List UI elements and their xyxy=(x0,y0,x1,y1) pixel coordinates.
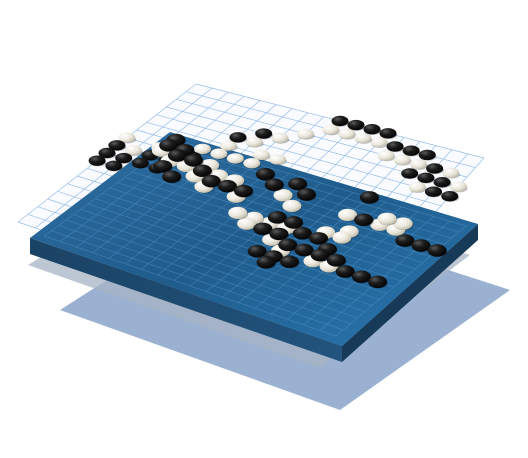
black-stone xyxy=(162,170,182,183)
black-stone xyxy=(167,149,187,162)
black-stone xyxy=(309,232,329,245)
black-stone xyxy=(310,248,330,262)
black-stone xyxy=(368,275,388,289)
white-stone xyxy=(442,167,460,178)
white-stone xyxy=(252,149,270,160)
white-stone xyxy=(226,153,244,164)
black-stone xyxy=(354,213,374,226)
black-stone xyxy=(264,178,284,191)
black-stone xyxy=(359,191,379,204)
white-stone xyxy=(269,154,287,165)
black-stone xyxy=(201,174,221,188)
black-stone xyxy=(331,115,349,127)
white-stone xyxy=(393,154,411,166)
black-stone xyxy=(159,139,179,152)
black-stone xyxy=(278,238,298,252)
black-stone xyxy=(292,227,312,240)
board-grid-line xyxy=(303,216,435,326)
black-stone xyxy=(347,119,365,131)
board-grid-line xyxy=(168,144,459,233)
stones-layer xyxy=(88,115,468,289)
white-stone xyxy=(354,132,372,144)
black-stone xyxy=(255,128,273,139)
white-stone xyxy=(124,145,142,156)
black-stone xyxy=(279,255,299,268)
black-stone xyxy=(233,184,253,198)
black-stone xyxy=(229,132,247,143)
main-board xyxy=(30,132,478,362)
black-stone xyxy=(192,164,212,177)
black-stone xyxy=(424,186,442,197)
black-stone xyxy=(153,160,173,173)
black-stone xyxy=(426,163,444,174)
white-stone xyxy=(449,181,467,192)
white-stone xyxy=(219,140,237,151)
black-stone xyxy=(386,141,404,152)
white-stone xyxy=(273,189,293,202)
black-stone xyxy=(351,270,371,283)
board-top-face xyxy=(30,132,478,346)
board-grid xyxy=(43,139,467,337)
black-stone xyxy=(288,177,308,191)
white-stone xyxy=(296,128,314,140)
white-stone xyxy=(338,208,358,222)
black-stone xyxy=(98,147,116,159)
white-stone xyxy=(332,231,352,244)
white-stone xyxy=(210,148,228,159)
white-stone xyxy=(118,132,136,143)
black-stone xyxy=(217,179,237,193)
board-front-face xyxy=(30,238,342,362)
black-stone xyxy=(294,243,314,257)
white-stone xyxy=(237,217,257,230)
white-stone xyxy=(271,132,289,144)
black-stone xyxy=(433,177,451,188)
white-stone xyxy=(193,143,211,155)
white-stone xyxy=(338,128,356,140)
white-stone xyxy=(377,212,397,225)
white-stone xyxy=(243,157,261,169)
white-stone xyxy=(282,199,302,213)
white-stone xyxy=(245,136,263,148)
black-stone xyxy=(256,256,276,269)
board-right-face xyxy=(342,224,478,362)
white-stone xyxy=(393,217,413,230)
black-stone xyxy=(131,157,149,169)
black-stone xyxy=(402,145,420,156)
black-stone xyxy=(427,244,447,257)
white-stone xyxy=(228,206,248,220)
black-stone xyxy=(296,188,316,201)
black-stone xyxy=(335,265,355,278)
black-stone xyxy=(253,222,273,235)
black-stone xyxy=(247,244,267,258)
white-stone xyxy=(370,137,388,148)
black-stone xyxy=(108,140,126,151)
black-stone xyxy=(418,149,436,161)
black-stone xyxy=(441,191,459,202)
board-grid-line xyxy=(335,225,467,337)
black-stone xyxy=(88,155,106,166)
black-stone xyxy=(283,216,303,229)
black-stone xyxy=(105,160,123,172)
black-stone xyxy=(255,168,275,181)
white-stone xyxy=(322,124,340,135)
black-stone xyxy=(417,172,435,184)
black-stone xyxy=(395,234,415,247)
black-stone xyxy=(115,152,133,164)
black-stone xyxy=(326,254,346,267)
white-stone xyxy=(377,150,395,161)
white-stone xyxy=(408,181,426,193)
black-stone xyxy=(379,128,397,139)
black-stone xyxy=(269,227,289,241)
black-stone xyxy=(184,154,204,167)
white-stone xyxy=(409,158,427,170)
board-grid-line xyxy=(319,220,451,331)
black-stone xyxy=(411,239,431,252)
black-stone xyxy=(401,168,419,179)
black-stone xyxy=(267,211,287,224)
black-stone xyxy=(363,124,381,135)
